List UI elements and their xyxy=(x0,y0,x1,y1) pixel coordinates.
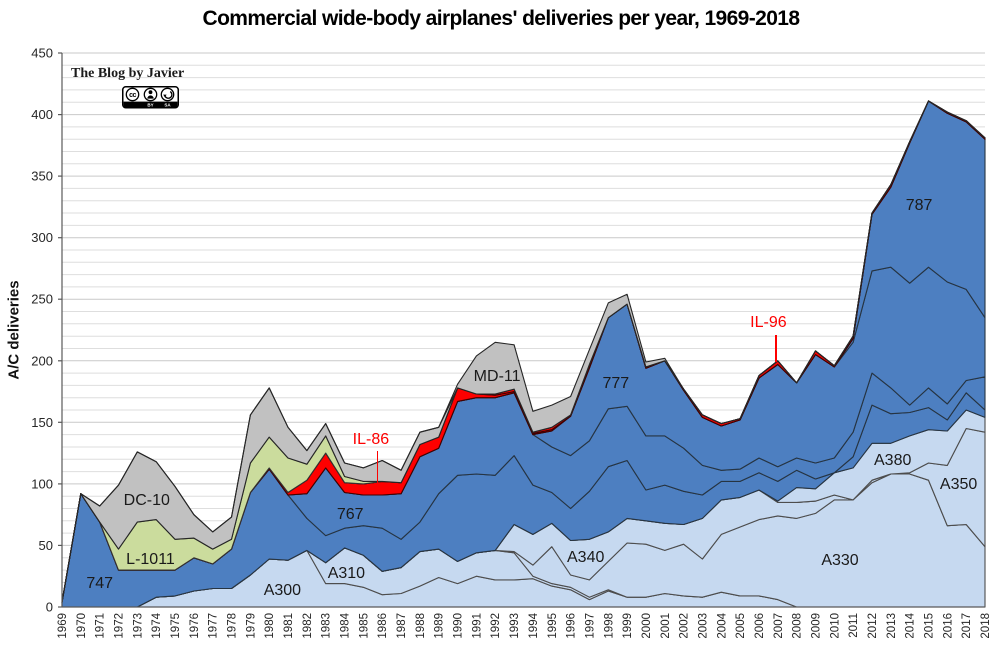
x-tick-2014: 2014 xyxy=(905,612,917,638)
y-tick-450: 450 xyxy=(31,46,53,61)
watermark-text: The Blog by Javier xyxy=(71,66,185,81)
x-tick-2013: 2013 xyxy=(886,613,898,639)
x-tick-1991: 1991 xyxy=(471,613,483,639)
x-tick-1988: 1988 xyxy=(415,613,427,639)
x-tick-1970: 1970 xyxy=(76,613,88,639)
x-tick-2015: 2015 xyxy=(924,613,936,639)
plot-areas xyxy=(61,100,986,608)
x-tick-1981: 1981 xyxy=(283,613,295,639)
x-tick-2018: 2018 xyxy=(980,613,992,639)
area-md-11 xyxy=(61,100,986,603)
x-tick-2005: 2005 xyxy=(735,613,747,639)
x-tick-1999: 1999 xyxy=(622,613,634,639)
x-tick-1972: 1972 xyxy=(114,613,126,639)
x-tick-1987: 1987 xyxy=(396,613,408,639)
x-tick-1992: 1992 xyxy=(490,613,502,639)
x-tick-2002: 2002 xyxy=(679,613,691,639)
y-tick-50: 50 xyxy=(39,538,53,553)
x-tick-1982: 1982 xyxy=(302,613,314,639)
x-tick-2008: 2008 xyxy=(792,613,804,639)
x-tick-2003: 2003 xyxy=(697,613,709,639)
x-tick-1986: 1986 xyxy=(377,613,389,639)
x-tick-1993: 1993 xyxy=(509,613,521,639)
x-tick-labels: 1969 1970 1971 1972 1973 1974 1975 1976 1977 1978… xyxy=(57,612,992,638)
x-tick-1974: 1974 xyxy=(151,612,163,638)
x-tick-2011: 2011 xyxy=(848,613,860,638)
y-tick-350: 350 xyxy=(31,169,53,184)
x-tick-2007: 2007 xyxy=(773,613,785,639)
cc-badge-by-label: BY xyxy=(147,103,153,108)
x-tick-2010: 2010 xyxy=(829,613,841,639)
cc-badge: cc BY SA xyxy=(122,86,179,109)
cc-icon: cc xyxy=(125,87,140,102)
x-tick-2004: 2004 xyxy=(716,612,728,638)
y-tick-0: 0 xyxy=(46,600,53,615)
x-tick-1979: 1979 xyxy=(245,613,257,639)
svg-text:cc: cc xyxy=(129,92,136,99)
y-tick-300: 300 xyxy=(31,230,53,245)
x-tick-2006: 2006 xyxy=(754,613,766,639)
x-tick-2017: 2017 xyxy=(961,613,973,639)
x-tick-1985: 1985 xyxy=(358,613,370,639)
x-tick-1994: 1994 xyxy=(528,612,540,638)
x-tick-2001: 2001 xyxy=(660,613,672,639)
x-tick-1984: 1984 xyxy=(340,612,352,638)
x-tick-1989: 1989 xyxy=(434,613,446,639)
y-tick-250: 250 xyxy=(31,292,53,307)
cc-badge-strip xyxy=(123,101,178,108)
axis-lines xyxy=(58,52,985,608)
x-tick-1971: 1971 xyxy=(95,613,107,639)
y-tick-200: 200 xyxy=(31,353,53,368)
cc-badge-sa-label: SA xyxy=(164,103,171,108)
x-tick-2000: 2000 xyxy=(641,613,653,639)
x-tick-1976: 1976 xyxy=(189,613,201,639)
x-tick-1978: 1978 xyxy=(227,613,239,639)
x-tick-2009: 2009 xyxy=(811,613,823,639)
x-tick-1998: 1998 xyxy=(603,613,615,639)
x-tick-1995: 1995 xyxy=(547,613,559,639)
y-tick-400: 400 xyxy=(31,107,53,122)
y-tick-labels: 0 50 100 150 200 250 300 350 400 450 xyxy=(31,46,53,615)
by-person-icon xyxy=(143,87,158,102)
x-tick-1975: 1975 xyxy=(170,613,182,639)
x-tick-2012: 2012 xyxy=(867,613,879,639)
x-tick-1997: 1997 xyxy=(584,613,596,639)
x-tick-1990: 1990 xyxy=(453,613,465,639)
y-tick-150: 150 xyxy=(31,415,53,430)
x-tick-1977: 1977 xyxy=(208,613,220,639)
x-tick-1980: 1980 xyxy=(264,613,276,639)
sa-icon xyxy=(160,87,175,102)
y-tick-100: 100 xyxy=(31,476,53,491)
x-tick-1996: 1996 xyxy=(566,613,578,639)
x-tick-1973: 1973 xyxy=(132,613,144,639)
x-tick-1983: 1983 xyxy=(321,613,333,639)
x-tick-2016: 2016 xyxy=(942,613,954,639)
x-tick-1969: 1969 xyxy=(57,613,69,639)
chart-title: Commercial wide-body airplanes' deliveri… xyxy=(202,7,801,30)
